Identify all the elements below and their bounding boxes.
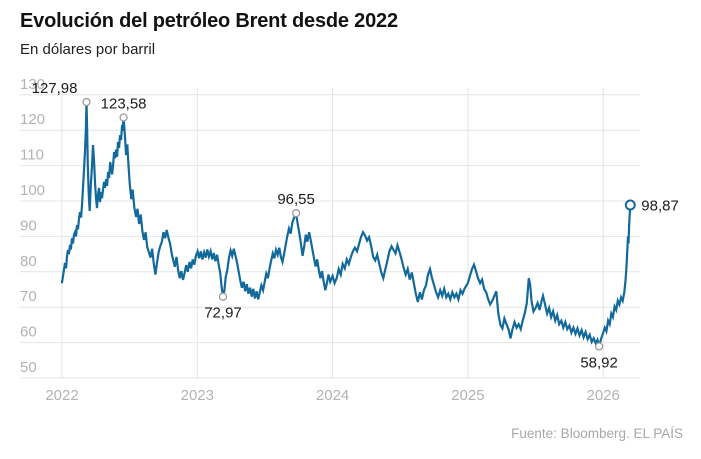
y-tick-label: 90 — [20, 217, 37, 234]
annotation-label: 127,98 — [32, 80, 78, 97]
x-tick-label: 2025 — [451, 387, 484, 404]
annotation-label: 58,92 — [580, 354, 618, 371]
annotation-marker — [594, 342, 604, 351]
endpoint-marker — [624, 199, 636, 211]
annotation-marker — [82, 97, 91, 107]
y-tick-label: 110 — [20, 147, 44, 164]
annotation-label: 98,87 — [641, 198, 679, 215]
y-tick-label: 100 — [20, 182, 45, 199]
annotation-label: 96,55 — [277, 191, 315, 208]
x-tick-label: 2026 — [587, 387, 620, 404]
chart-subtitle: En dólares por barril — [20, 41, 156, 58]
annotation-marker — [218, 292, 228, 301]
annotation-label: 123,58 — [101, 96, 147, 113]
x-tick-label: 2024 — [316, 387, 349, 404]
y-tick-label: 50 — [20, 359, 37, 376]
y-tick-label: 70 — [20, 288, 37, 305]
y-tick-label: 130 — [20, 76, 45, 93]
x-tick-label: 2023 — [181, 387, 214, 404]
annotation-label: 72,97 — [204, 305, 242, 322]
annotation-marker — [119, 113, 128, 122]
y-tick-label: 80 — [20, 253, 37, 270]
x-tick-label: 2022 — [45, 387, 78, 404]
brent-price-line — [60, 101, 632, 347]
y-tick-label: 120 — [20, 111, 45, 128]
chart-title: Evolución del petróleo Brent desde 2022 — [20, 10, 398, 32]
chart-source: Fuente: Bloomberg. EL PAÍS — [511, 426, 683, 441]
y-tick-label: 60 — [20, 324, 37, 341]
annotation-marker — [291, 209, 301, 218]
